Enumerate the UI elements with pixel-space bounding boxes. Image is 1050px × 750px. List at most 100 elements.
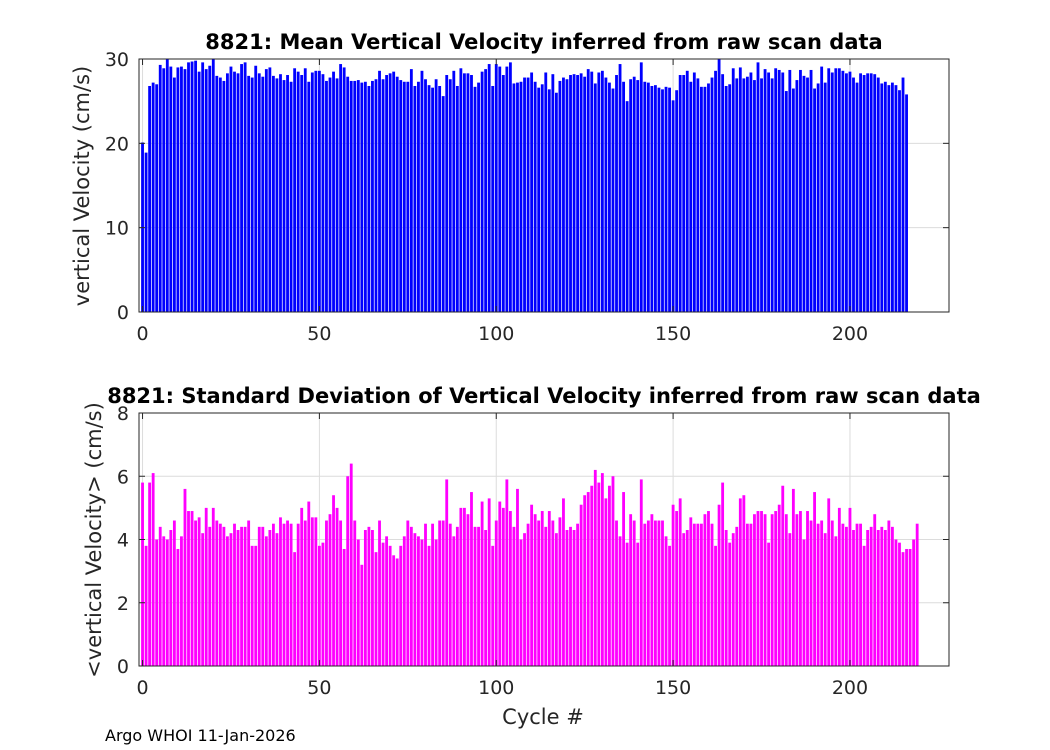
bar [608, 82, 611, 312]
bar [501, 75, 505, 313]
bar [215, 75, 219, 313]
bar [689, 81, 693, 313]
bar [434, 79, 438, 313]
bar [303, 68, 307, 312]
bar [636, 80, 640, 312]
bar [760, 511, 763, 666]
bar [569, 75, 572, 313]
bar [710, 77, 714, 312]
bar [777, 69, 781, 313]
bar [643, 523, 647, 666]
bar [409, 69, 413, 313]
bar [898, 90, 901, 312]
bar [314, 517, 318, 666]
bar [753, 514, 756, 666]
bar [742, 78, 746, 313]
bar [533, 514, 537, 666]
bar [445, 75, 449, 313]
bar [162, 68, 166, 312]
bar [629, 514, 633, 666]
bar [583, 495, 587, 666]
y-tick-label: 10 [105, 218, 129, 240]
bar [194, 520, 198, 666]
bar [600, 70, 604, 312]
bar [572, 74, 576, 313]
bar [321, 74, 325, 313]
bar [321, 542, 325, 666]
bar [848, 507, 852, 667]
bar [791, 88, 795, 313]
bar [905, 94, 908, 312]
bar [317, 70, 321, 312]
bar [420, 70, 424, 312]
bar [303, 520, 307, 666]
bar [293, 68, 297, 312]
y-tick-label: 4 [117, 530, 129, 552]
bar [912, 539, 916, 666]
bar [218, 523, 222, 666]
bar [915, 523, 919, 666]
bar [233, 71, 236, 313]
bar [685, 70, 689, 312]
bar [880, 83, 884, 313]
bar [636, 542, 640, 666]
bar [218, 77, 222, 312]
bar [597, 482, 601, 666]
bar [774, 511, 778, 666]
bar [678, 498, 682, 666]
bar [519, 81, 523, 313]
bar [887, 85, 891, 312]
bar [247, 75, 251, 313]
bar [268, 530, 272, 666]
bar [165, 59, 169, 312]
bar [901, 77, 905, 312]
bar [668, 87, 671, 312]
bar [544, 526, 548, 666]
bar [738, 67, 742, 313]
bar [470, 75, 473, 313]
bar [169, 530, 173, 666]
bar [880, 526, 884, 666]
x-tick-label: 200 [832, 677, 868, 699]
bar [275, 533, 279, 666]
bar [876, 530, 880, 666]
bar [363, 530, 367, 666]
x-tick-label: 200 [832, 323, 868, 345]
bar [243, 62, 247, 313]
bar [583, 76, 587, 313]
bar [455, 526, 459, 666]
bar [385, 536, 389, 666]
bar [187, 511, 190, 666]
bar [381, 79, 385, 313]
bar [558, 517, 562, 666]
bar [866, 530, 870, 666]
bar [855, 82, 859, 312]
bar [247, 520, 251, 666]
bar [721, 482, 725, 666]
bar [809, 520, 813, 666]
bar [682, 75, 686, 313]
bar [342, 548, 346, 666]
bar [187, 62, 190, 313]
bar [593, 469, 597, 666]
bar [763, 69, 767, 313]
bar [777, 504, 781, 666]
bar [314, 70, 318, 312]
bar [540, 84, 544, 312]
bar [427, 85, 431, 312]
bar [862, 75, 866, 313]
bar [151, 82, 155, 312]
bar [194, 60, 198, 312]
bar [749, 72, 753, 313]
bar [257, 526, 261, 666]
bar [890, 82, 894, 312]
bar [813, 88, 816, 313]
bar [823, 82, 827, 312]
bar [498, 501, 502, 666]
bar [692, 523, 696, 666]
bar [197, 517, 201, 666]
bar [353, 520, 357, 666]
y-tick-label: 8 [117, 403, 129, 425]
bar [908, 548, 912, 666]
bar [431, 87, 434, 312]
